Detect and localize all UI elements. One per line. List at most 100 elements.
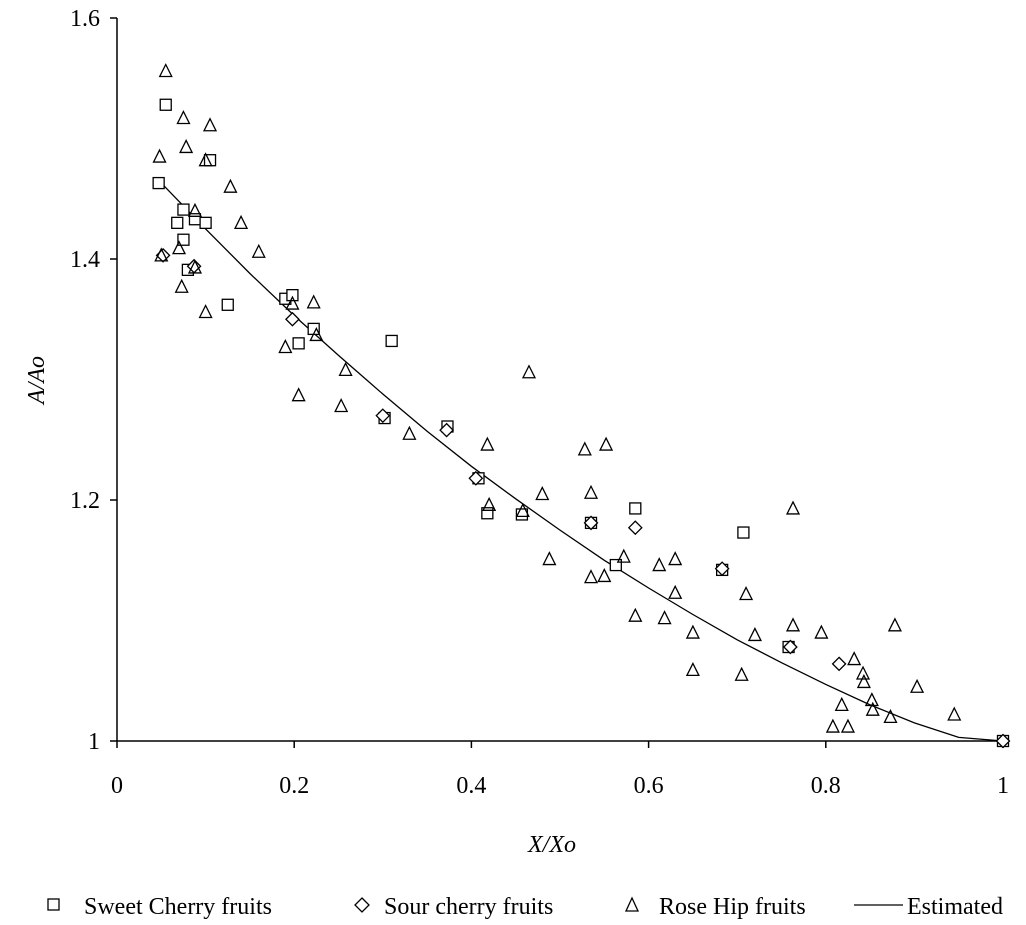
estimated-curve (160, 182, 1004, 742)
sour-cherry-point (468, 470, 484, 486)
sweet-cherry-point (177, 233, 190, 246)
rose-hip-point (482, 496, 497, 511)
rose-hip-point (739, 586, 754, 601)
sweet-cherry-point (159, 98, 172, 111)
rose-hip-point (176, 110, 191, 125)
rose-hip-point (338, 361, 353, 377)
rose-hip-point (158, 63, 173, 78)
sweet-cherry-point (188, 213, 202, 226)
rose-hip-point (179, 138, 194, 154)
rose-hip-point (685, 624, 700, 639)
y-tick-label: 1.6 (70, 6, 100, 32)
sweet-cherry-point (221, 298, 234, 311)
rose-hip-point (542, 551, 557, 566)
rose-hip-point (887, 617, 902, 632)
rose-hip-point (668, 584, 683, 599)
x-tick-label: 0.6 (634, 773, 664, 799)
rose-hip-point (198, 304, 213, 319)
markers (152, 63, 1011, 749)
axes (116, 18, 1003, 742)
rose-hip-point (599, 436, 614, 451)
sweet-cherry-point (609, 558, 622, 572)
rose-hip-point (577, 441, 592, 456)
rose-hip-point (825, 718, 840, 733)
x-axis-title: X/Xo (527, 832, 576, 858)
x-tick-label: 0.8 (811, 773, 841, 799)
rose-hip-point (174, 278, 189, 293)
y-axis-title: A/Ao (24, 356, 50, 406)
rose-hip-point (251, 243, 266, 258)
rose-hip-point (223, 178, 238, 193)
x-tick-label: 0 (111, 773, 123, 799)
sweet-cherry-point (385, 334, 398, 348)
rose-hip-point (152, 148, 167, 163)
sweet-cherry-point (737, 526, 750, 539)
rose-hip-point (855, 665, 871, 680)
sweet-cherry-point (481, 507, 494, 520)
legend-label-rose-hip: Rose Hip fruits (659, 894, 806, 920)
legend-label-sweet-cherry: Sweet Cherry fruits (84, 894, 272, 920)
sour-cherry-point (782, 639, 798, 655)
rose-hip-point (734, 666, 749, 681)
rose-hip-point (668, 551, 683, 566)
sour-cherry-point (714, 561, 730, 577)
sour-cherry-point (375, 408, 391, 424)
y-tick-label: 1 (88, 729, 100, 755)
rose-hip-point (515, 502, 530, 517)
legend-label-estimated: Estimated (907, 894, 1003, 920)
legend-label-sour-cherry: Sour cherry fruits (384, 894, 553, 920)
rose-hip-point (847, 651, 862, 666)
sweet-cherry-point (286, 288, 299, 302)
rose-hip-point (657, 610, 672, 625)
sweet-cherry-point (152, 176, 165, 190)
rose-hip-point (583, 484, 599, 499)
rose-hip-point (883, 708, 898, 724)
sour-cherry-point (831, 656, 847, 672)
y-tick-label: 1.2 (70, 488, 100, 514)
rose-hip-point (597, 567, 612, 583)
rose-hip-point (535, 486, 550, 501)
rose-hip-point (202, 117, 218, 132)
rose-hip-point (278, 339, 293, 354)
rose-hip-point (628, 607, 643, 622)
rose-hip-point (233, 214, 249, 229)
rose-hip-point (306, 294, 321, 309)
rose-hip-point (480, 436, 495, 451)
rose-hip-point (402, 425, 417, 440)
rose-hip-point (947, 706, 962, 721)
rose-hip-point (747, 627, 762, 642)
sweet-cherry-point (177, 203, 190, 216)
rose-hip-point (291, 387, 306, 402)
rose-hip-point (171, 240, 187, 255)
sweet-cherry-point (199, 216, 212, 230)
estimated-curve-group (160, 182, 1004, 742)
sweet-cherry-point (292, 337, 305, 350)
sour-cherry-point (627, 520, 643, 536)
sour-cherry-point (995, 733, 1011, 749)
sour-cherry-point (439, 422, 455, 438)
legend-marker-diamond (354, 897, 370, 913)
rose-hip-point (856, 674, 871, 689)
legend-marker-square (47, 898, 60, 911)
legend: Sweet Cherry fruits Sour cherry fruits R… (47, 894, 1003, 920)
rose-hip-point (154, 247, 169, 262)
rose-hip-point (198, 152, 213, 167)
legend-marker-triangle (624, 896, 640, 912)
sweet-cherry-point (203, 154, 217, 167)
rose-hip-point (309, 326, 324, 342)
rose-hip-point (840, 718, 856, 733)
sweet-cherry-point (629, 502, 642, 515)
rose-hip-point (785, 500, 801, 515)
sour-cherry-point (583, 515, 599, 531)
rose-hip-point (814, 624, 829, 639)
x-tick-label: 0.4 (456, 773, 486, 799)
rose-hip-point (187, 259, 203, 274)
sweet-cherry-point (171, 216, 184, 230)
rose-hip-point (334, 398, 349, 413)
rose-hip-point (910, 678, 925, 693)
ticks: 0 0.2 0.4 0.6 0.8 1 1 1.2 1.4 1.6 (70, 6, 1009, 799)
x-tick-label: 0.2 (279, 773, 309, 799)
rose-hip-point (285, 295, 300, 310)
rose-hip-point (834, 696, 849, 711)
